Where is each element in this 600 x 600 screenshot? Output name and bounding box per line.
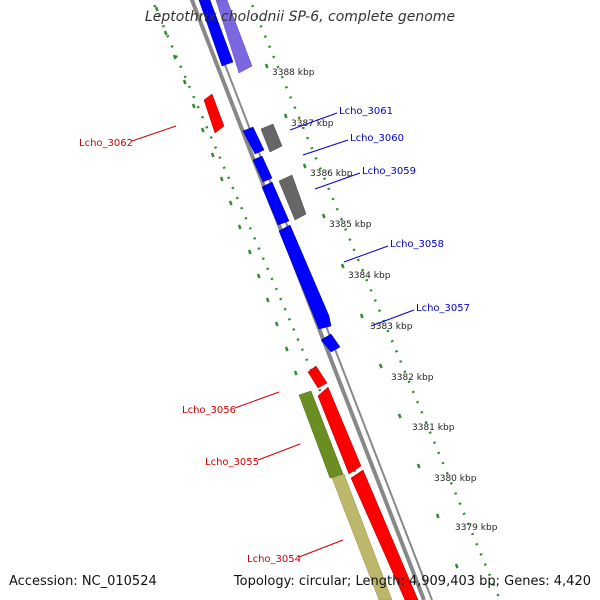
scale-label: 3384 kbp xyxy=(348,271,391,281)
gene-label-lcho-3059[interactable]: Lcho_3059 xyxy=(362,166,416,177)
gene-label-leader xyxy=(314,172,361,190)
gene-lcho-3057[interactable] xyxy=(320,333,341,353)
outer-major-tick xyxy=(154,6,159,12)
genome-title: Leptothrix cholodnii SP-6, complete geno… xyxy=(144,9,456,25)
gene-block-top-right[interactable] xyxy=(215,0,253,74)
gene-lcho-3061-partner[interactable] xyxy=(260,123,283,153)
outer-major-tick xyxy=(284,346,289,352)
inner-major-tick xyxy=(302,163,307,169)
outer-major-tick xyxy=(228,200,233,206)
scale-label: 3386 kbp xyxy=(310,169,353,179)
gene-label-lcho-3055[interactable]: Lcho_3055 xyxy=(205,457,259,468)
gene-label-lcho-3062[interactable]: Lcho_3062 xyxy=(79,138,133,149)
inner-major-tick xyxy=(416,463,421,469)
gene-lcho-3058[interactable] xyxy=(278,224,332,330)
scale-label: 3387 kbp xyxy=(291,119,334,129)
outer-major-tick xyxy=(293,370,298,376)
gene-red-long[interactable] xyxy=(317,386,362,475)
scale-label: 3388 kbp xyxy=(272,68,315,78)
scale-label: 3380 kbp xyxy=(434,474,477,484)
inner-major-tick xyxy=(397,413,402,419)
scale-label: 3382 kbp xyxy=(391,373,434,383)
gene-label-leader xyxy=(234,391,280,409)
outer-major-tick xyxy=(256,273,261,279)
gene-label-leader xyxy=(257,443,301,461)
inner-major-tick xyxy=(378,363,383,369)
outer-major-tick xyxy=(200,127,205,133)
outer-major-tick xyxy=(210,152,215,158)
gene-label-leader xyxy=(289,112,338,131)
inner-major-tick xyxy=(264,63,269,69)
inner-major-tick xyxy=(321,213,326,219)
gene-labels: Lcho_3061 Lcho_3060 Lcho_3059 Lcho_3058 Lcho… xyxy=(79,106,470,565)
outer-major-tick xyxy=(265,297,270,303)
scale-label: 3379 kbp xyxy=(455,523,498,533)
gene-label-leader xyxy=(131,125,177,142)
gene-lcho-3056[interactable] xyxy=(307,365,328,389)
gene-label-leader xyxy=(343,245,389,263)
inner-major-tick xyxy=(435,513,440,519)
gene-label-leader xyxy=(298,539,344,558)
scale-labels: 3388 kbp 3387 kbp 3386 kbp 3385 kbp 3384 kbp… xyxy=(272,68,498,533)
gene-label-lcho-3057[interactable]: Lcho_3057 xyxy=(416,303,470,314)
gene-lcho-3062[interactable] xyxy=(203,93,225,134)
outer-major-tick xyxy=(247,249,252,255)
scale-label: 3381 kbp xyxy=(412,423,455,433)
gene-lcho-3060[interactable] xyxy=(252,155,273,183)
inner-major-tick xyxy=(340,263,345,269)
outer-major-tick xyxy=(191,103,196,109)
gene-label-lcho-3058[interactable]: Lcho_3058 xyxy=(390,239,444,250)
gene-label-leader xyxy=(302,139,349,156)
inner-major-tick xyxy=(454,563,459,569)
outer-major-tick xyxy=(172,54,177,60)
outer-major-tick xyxy=(163,30,168,36)
tick-tracks xyxy=(150,0,502,600)
gene-lcho-3059-partner[interactable] xyxy=(278,174,307,221)
gene-lcho-3055[interactable] xyxy=(298,390,344,479)
topology-text: Topology: circular; Length: 4,909,403 bp… xyxy=(233,574,591,589)
outer-major-tick xyxy=(182,79,187,85)
scale-label: 3385 kbp xyxy=(329,220,372,230)
scale-label: 3383 kbp xyxy=(370,322,413,332)
accession-text: Accession: NC_010524 xyxy=(9,574,157,589)
inner-major-tick xyxy=(359,313,364,319)
gene-lcho-3059[interactable] xyxy=(261,181,290,226)
gene-features xyxy=(198,0,419,600)
inner-major-tick xyxy=(283,113,288,119)
gene-label-lcho-3054[interactable]: Lcho_3054 xyxy=(247,554,301,565)
gene-label-lcho-3061[interactable]: Lcho_3061 xyxy=(339,106,393,117)
gene-label-leader xyxy=(370,309,415,327)
gene-lcho-3061[interactable] xyxy=(242,126,265,155)
outer-major-tick xyxy=(237,224,242,230)
gene-red-lower[interactable] xyxy=(350,469,419,600)
outer-major-tick xyxy=(219,176,224,182)
gene-label-lcho-3060[interactable]: Lcho_3060 xyxy=(350,133,404,144)
gene-label-lcho-3056[interactable]: Lcho_3056 xyxy=(182,405,236,416)
outer-major-tick xyxy=(274,321,279,327)
gene-block-top-left[interactable] xyxy=(198,0,234,67)
gene-lcho-3054[interactable] xyxy=(331,473,393,600)
